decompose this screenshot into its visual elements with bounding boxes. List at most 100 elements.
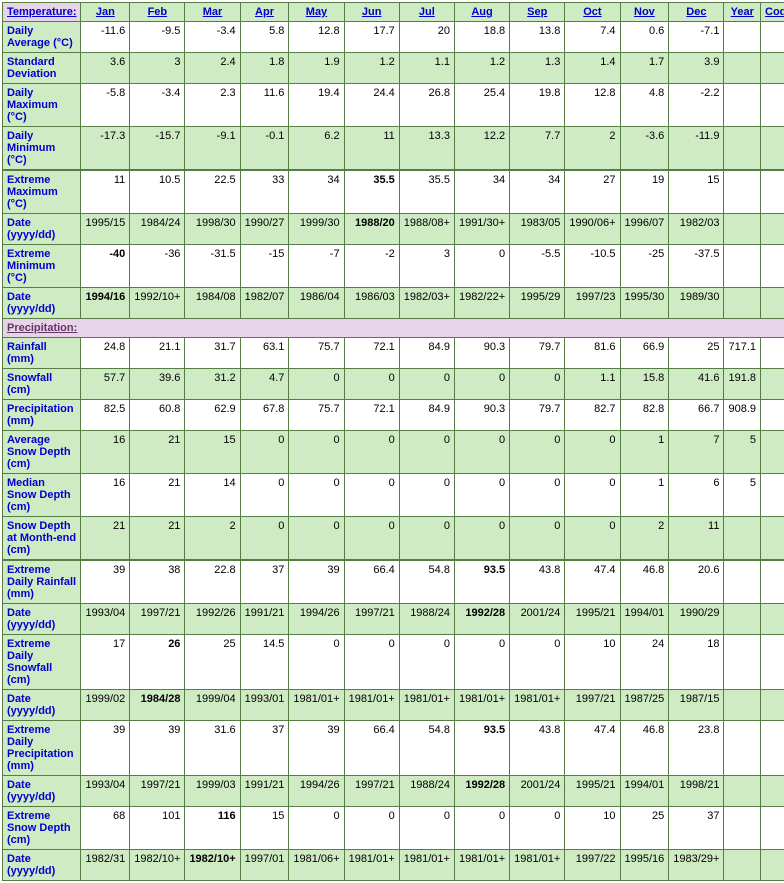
data-cell: 11 [81, 170, 130, 214]
row-label: Median Snow Depth (cm) [3, 474, 81, 517]
data-cell: 2 [620, 517, 669, 561]
data-cell: 1981/01+ [510, 690, 565, 721]
data-cell: 1995/29 [510, 288, 565, 319]
data-cell: 1993/04 [81, 776, 130, 807]
data-cell: 39 [130, 721, 185, 776]
data-cell: -0.1 [240, 127, 289, 171]
header-row: Temperature: Jan Feb Mar Apr May Jun Jul… [3, 3, 784, 22]
data-cell: 1997/21 [344, 776, 399, 807]
data-cell: 1997/01 [240, 850, 289, 881]
data-cell: 0 [399, 635, 454, 690]
data-cell [724, 517, 761, 561]
data-cell: 0 [510, 517, 565, 561]
data-cell: 19.8 [510, 84, 565, 127]
data-cell: 3 [130, 53, 185, 84]
data-cell: 39.6 [130, 369, 185, 400]
data-cell: 1982/07 [240, 288, 289, 319]
data-cell: 1992/28 [454, 776, 509, 807]
table-row: Date (yyyy/dd)1994/161992/10+1984/081982… [3, 288, 784, 319]
data-cell [724, 288, 761, 319]
data-cell: 0 [565, 474, 620, 517]
data-cell: 81.6 [565, 338, 620, 369]
data-cell: 1994/26 [289, 776, 344, 807]
data-cell [761, 807, 784, 850]
data-cell: 16 [81, 474, 130, 517]
col-year: Year [724, 3, 761, 22]
data-cell: 12.8 [289, 22, 344, 53]
data-cell: 0 [454, 431, 509, 474]
data-cell: 7.7 [510, 127, 565, 171]
data-cell: 15 [240, 807, 289, 850]
precipitation-link[interactable]: Precipitation: [7, 322, 77, 334]
data-cell: 37 [669, 807, 724, 850]
table-row: Daily Average (°C)-11.6-9.5-3.45.812.817… [3, 22, 784, 53]
data-cell: 0 [454, 635, 509, 690]
data-cell: 0 [289, 517, 344, 561]
data-cell: 25 [620, 807, 669, 850]
data-cell: 82.7 [565, 400, 620, 431]
temperature-link[interactable]: Temperature: [7, 6, 76, 18]
data-cell: 5 [724, 474, 761, 517]
data-cell: -9.5 [130, 22, 185, 53]
data-cell [761, 690, 784, 721]
data-cell: 1994/26 [289, 604, 344, 635]
data-cell: 31.7 [185, 338, 240, 369]
row-label: Daily Minimum (°C) [3, 127, 81, 171]
data-cell: 1997/22 [565, 850, 620, 881]
data-cell: 20.6 [669, 560, 724, 604]
data-cell: -40 [81, 245, 130, 288]
data-cell: 18.8 [454, 22, 509, 53]
data-cell: 0 [289, 807, 344, 850]
data-cell: 1991/21 [240, 604, 289, 635]
data-cell: 0 [399, 474, 454, 517]
data-cell: 0.6 [620, 22, 669, 53]
data-cell: 1992/28 [454, 604, 509, 635]
data-cell: 21 [130, 517, 185, 561]
data-cell: 0 [510, 369, 565, 400]
data-cell: 0 [344, 474, 399, 517]
data-cell: C [761, 127, 784, 171]
data-cell: 1.1 [399, 53, 454, 84]
data-cell: 116 [185, 807, 240, 850]
data-cell: -25 [620, 245, 669, 288]
data-cell: 75.7 [289, 338, 344, 369]
data-cell: 0 [510, 474, 565, 517]
data-cell: 27 [565, 170, 620, 214]
table-row: Snow Depth at Month-end (cm)212120000000… [3, 517, 784, 561]
data-cell: 1982/03+ [399, 288, 454, 319]
data-cell [724, 604, 761, 635]
data-cell: 39 [81, 560, 130, 604]
data-cell: 1981/01+ [510, 850, 565, 881]
table-row: Average Snow Depth (cm)1621150000000175D [3, 431, 784, 474]
row-label: Date (yyyy/dd) [3, 288, 81, 319]
data-cell: 79.7 [510, 338, 565, 369]
data-cell: 0 [289, 474, 344, 517]
data-cell: -37.5 [669, 245, 724, 288]
data-cell: 0 [454, 517, 509, 561]
data-cell: 19 [620, 170, 669, 214]
data-cell: 1.2 [344, 53, 399, 84]
data-cell: 10 [565, 807, 620, 850]
data-cell: 1997/23 [565, 288, 620, 319]
row-label: Precipitation (mm) [3, 400, 81, 431]
data-cell: 1984/08 [185, 288, 240, 319]
data-cell: 1981/01+ [454, 690, 509, 721]
data-cell: 1988/08+ [399, 214, 454, 245]
data-cell [761, 850, 784, 881]
data-cell: 1998/30 [185, 214, 240, 245]
data-cell: 12.2 [454, 127, 509, 171]
data-cell: 1990/29 [669, 604, 724, 635]
data-cell: 93.5 [454, 721, 509, 776]
data-cell: 15.8 [620, 369, 669, 400]
data-cell: 1995/21 [565, 776, 620, 807]
data-cell: 1986/04 [289, 288, 344, 319]
row-label: Extreme Daily Snowfall (cm) [3, 635, 81, 690]
data-cell: 1999/04 [185, 690, 240, 721]
data-cell: -17.3 [81, 127, 130, 171]
data-cell: 24.8 [81, 338, 130, 369]
data-cell [724, 53, 761, 84]
data-cell: 84.9 [399, 338, 454, 369]
data-cell: 0 [454, 474, 509, 517]
col-oct: Oct [565, 3, 620, 22]
data-cell: 0 [510, 807, 565, 850]
